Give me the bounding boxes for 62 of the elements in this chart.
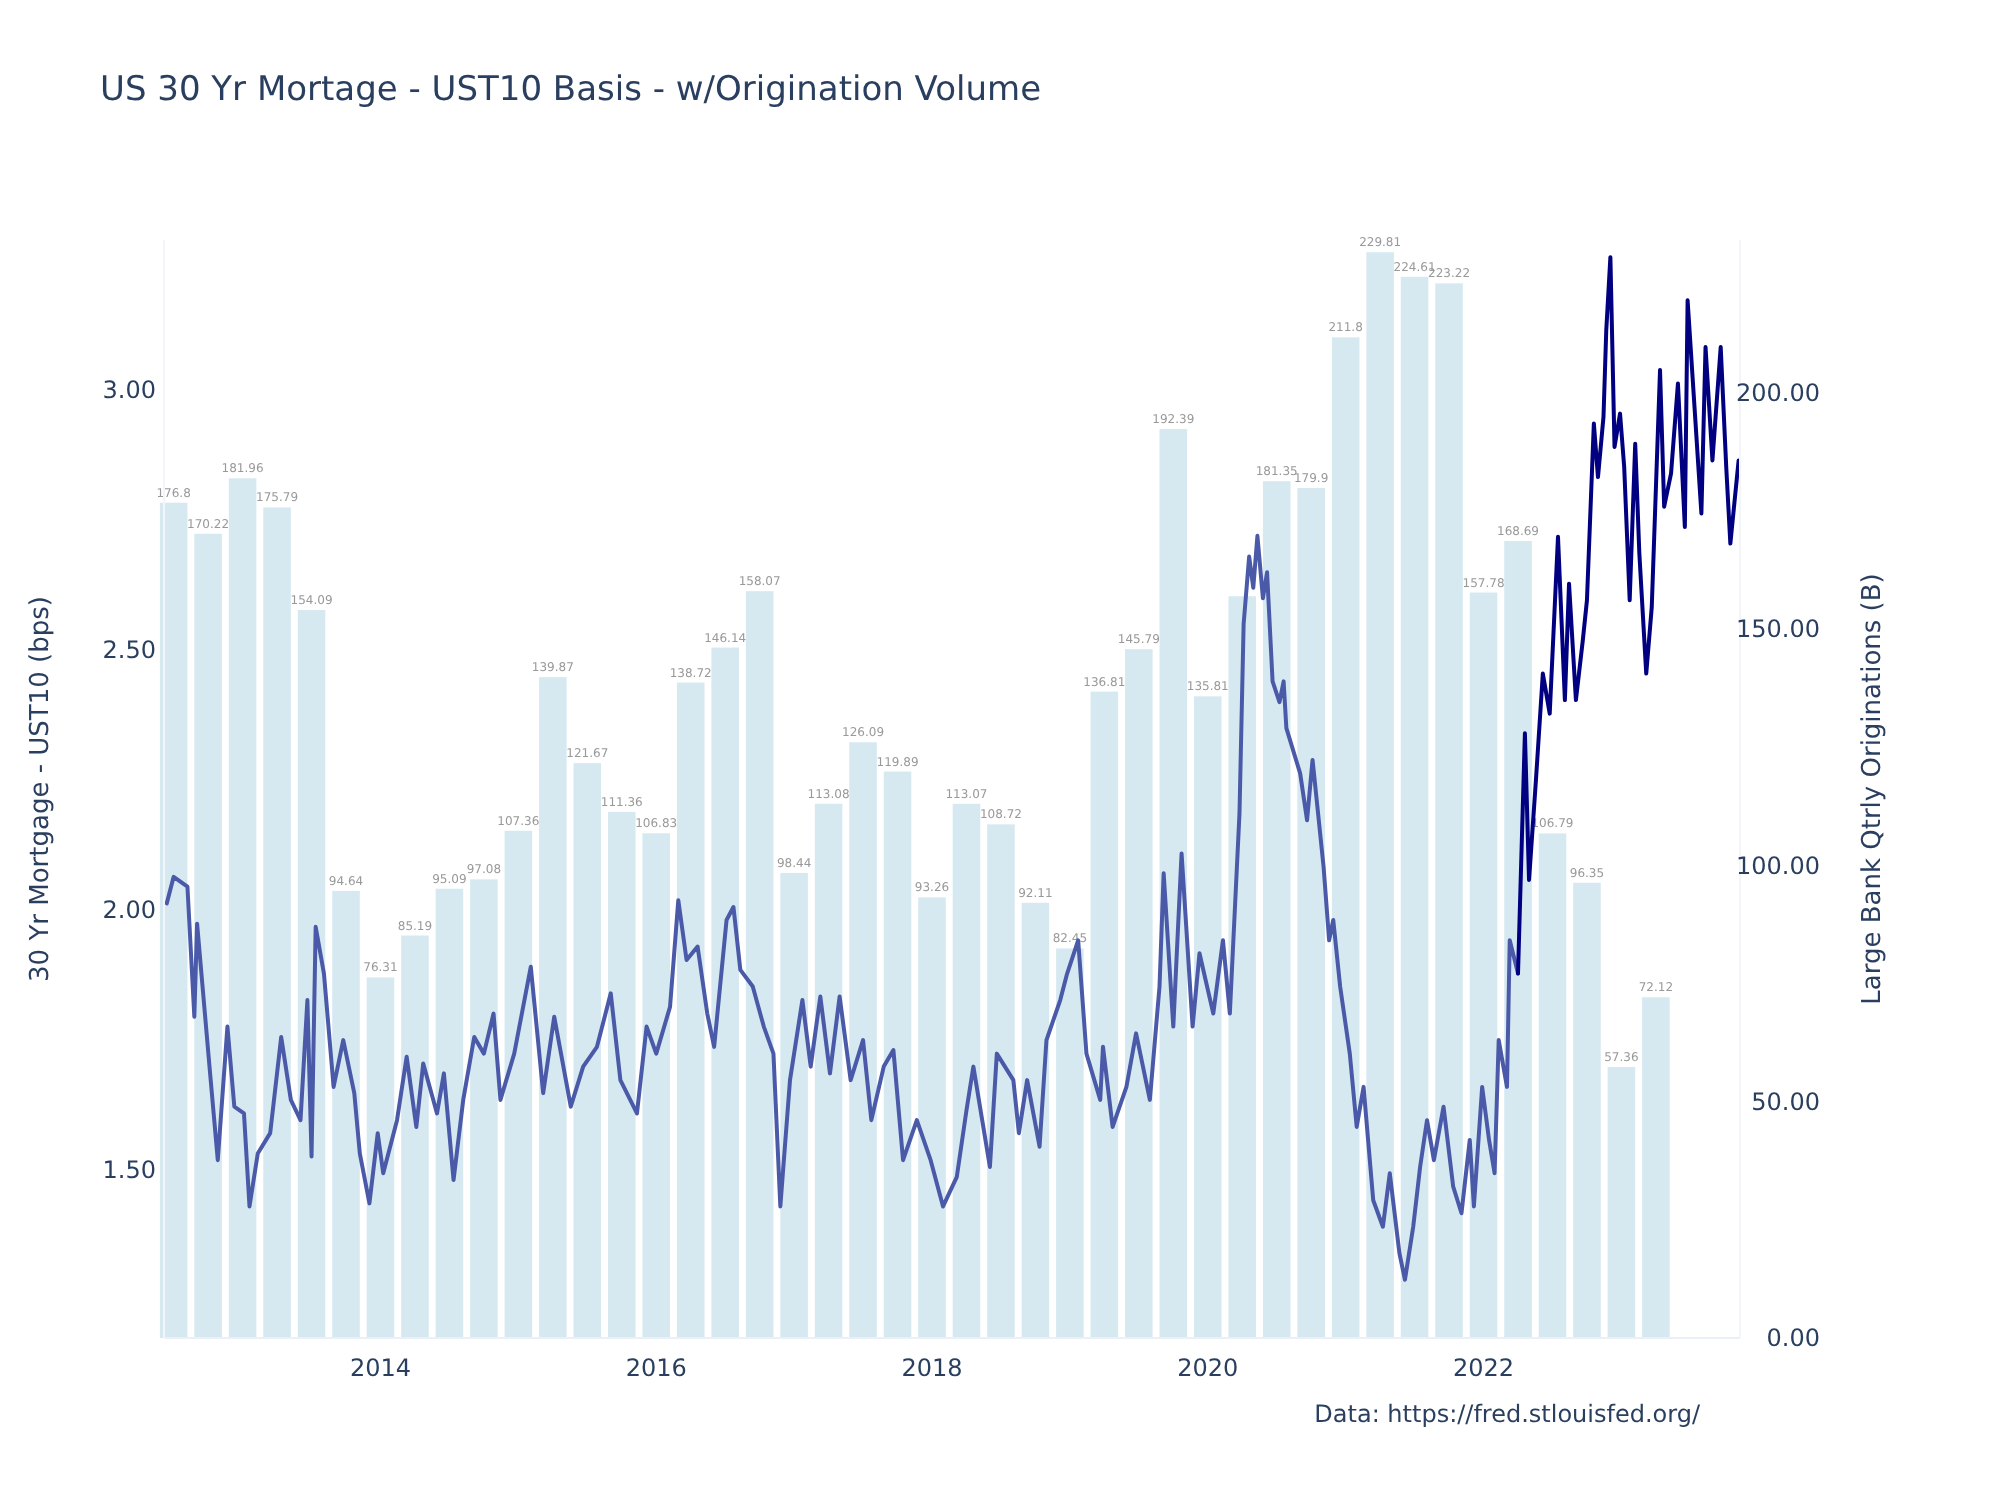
bar: [1642, 997, 1670, 1338]
bar: [987, 824, 1015, 1338]
y2-tick-label: 200.00: [1736, 379, 1820, 408]
bar: [470, 879, 498, 1338]
bar: [952, 803, 981, 1338]
y-tick-label: 3.00: [102, 376, 156, 405]
bar: [1228, 596, 1257, 1338]
bar: [1159, 429, 1188, 1338]
x-tick-label: 2020: [1177, 1354, 1239, 1382]
bar: [711, 647, 739, 1338]
bar: [849, 742, 877, 1338]
bar: [539, 677, 567, 1338]
bar: [366, 977, 395, 1338]
bar: [1021, 902, 1050, 1338]
text: Data: https://fred.stlouisfed.org/: [1314, 1400, 1702, 1428]
bar: [1469, 592, 1498, 1338]
bar: [1056, 948, 1084, 1338]
y2-axis-title: Large Bank Qtrly Originations (B): [1858, 573, 1888, 1005]
bar: [918, 897, 946, 1338]
y2-tick-label: 0.00: [1766, 1324, 1820, 1352]
bar: [1504, 541, 1532, 1338]
bar: [401, 935, 429, 1338]
bar: [1400, 276, 1429, 1338]
bar: [1366, 252, 1394, 1338]
bar: [159, 502, 188, 1338]
bar: [745, 591, 774, 1338]
bar: [814, 803, 843, 1338]
x-tick-label: 2016: [625, 1354, 687, 1382]
bar: [676, 682, 705, 1338]
bar: [642, 833, 671, 1338]
bar: [1435, 283, 1463, 1338]
x-tick-label: 2022: [1452, 1354, 1515, 1382]
bar: [1193, 696, 1222, 1338]
bar: [1297, 488, 1325, 1338]
bar: [1090, 691, 1119, 1338]
bar: [1538, 833, 1567, 1338]
bar: [607, 811, 636, 1338]
bar: [573, 763, 602, 1338]
y2-tick-label: 100.00: [1736, 851, 1820, 880]
bar: [1607, 1067, 1636, 1338]
y-axis-title: 30 Yr Mortgage - UST10 (bps): [26, 596, 56, 982]
line-series: [164, 533, 1521, 1282]
bar: [1125, 649, 1153, 1338]
bar: [883, 771, 912, 1338]
y-tick-label: 1.50: [102, 1156, 156, 1185]
bar: [1573, 882, 1601, 1338]
bar: [504, 830, 533, 1338]
bar: [263, 507, 291, 1338]
bar: [228, 478, 257, 1338]
bar: [435, 888, 464, 1338]
y-tick-label: 2.00: [102, 896, 156, 925]
bar: [1331, 337, 1360, 1338]
bar: [1262, 481, 1291, 1338]
y2-tick-label: 150.00: [1736, 615, 1820, 644]
bar: [332, 890, 360, 1338]
x-tick-label: 2014: [349, 1354, 412, 1382]
chart-title: US 30 Yr Mortage - UST10 Basis - w/Origination Volume: [100, 70, 1042, 110]
bar: [780, 872, 808, 1338]
bar: [194, 533, 222, 1338]
x-tick-label: 2018: [901, 1354, 963, 1382]
y2-tick-label: 50.00: [1751, 1087, 1820, 1116]
y-tick-label: 2.50: [102, 636, 156, 665]
